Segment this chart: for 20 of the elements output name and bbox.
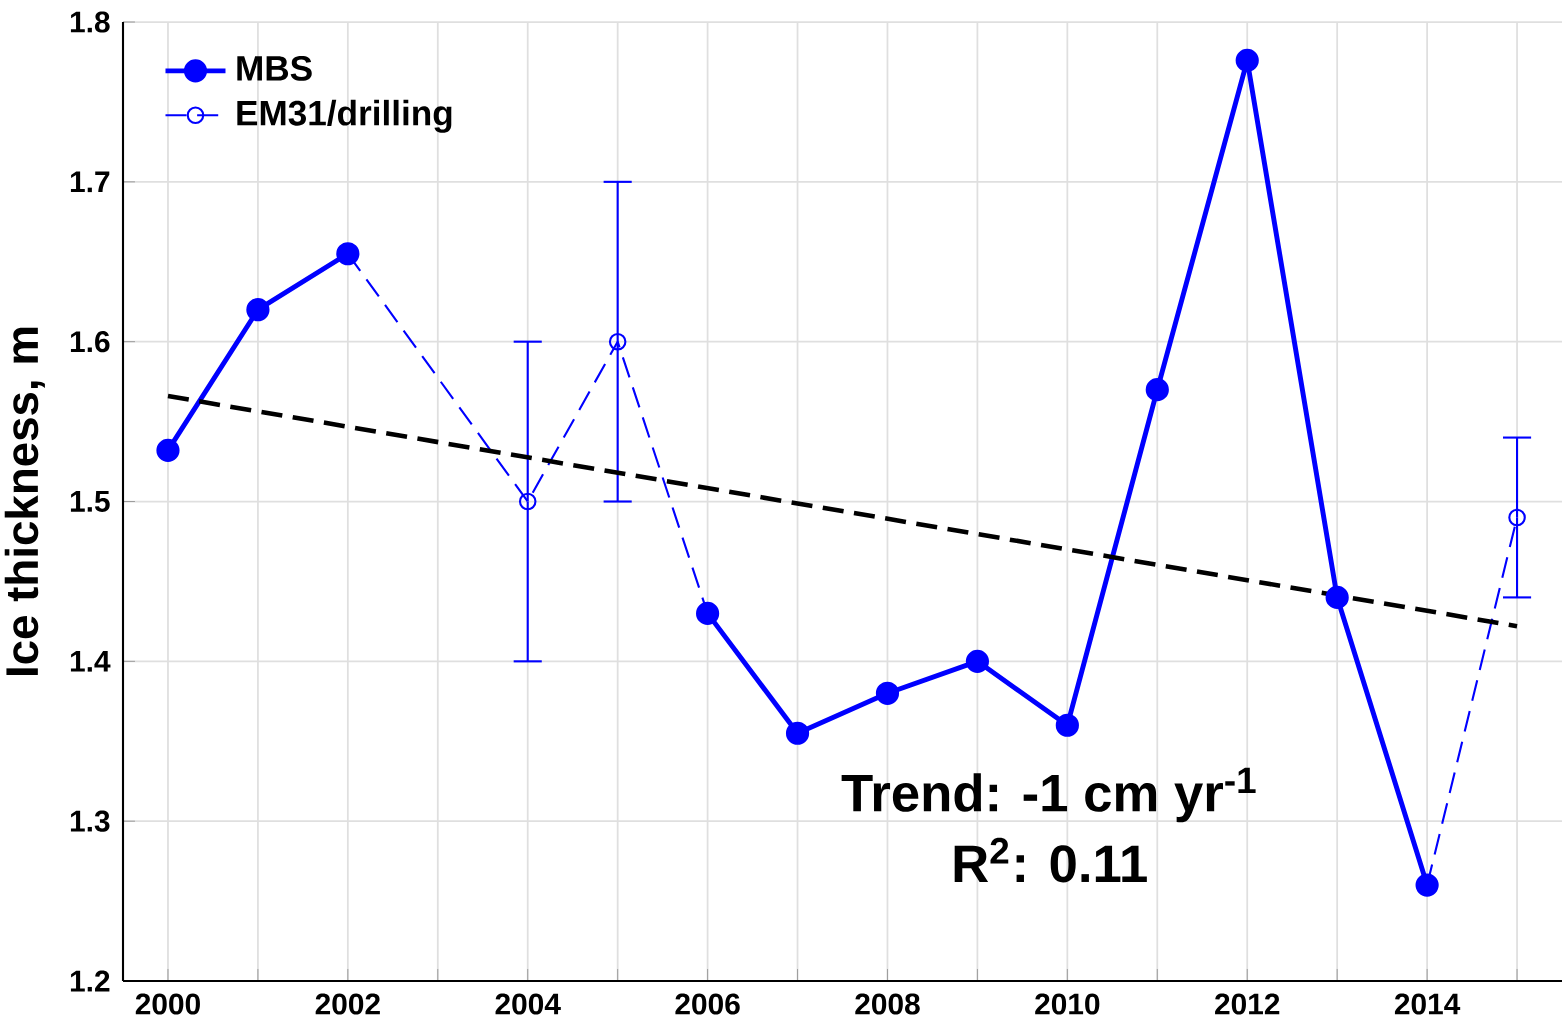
y-tick-label: 1.3 [70, 810, 110, 832]
y-tick-label: 1.2 [70, 970, 110, 992]
legend-label: EM31/drilling [237, 99, 452, 133]
x-tick-label: 2002 [315, 993, 380, 1015]
x-tick-label: 2010 [1035, 993, 1100, 1015]
x-tick-label: 2014 [1394, 993, 1461, 1015]
y-tick-label: 1.8 [70, 11, 110, 33]
y-axis-title: Ice thickness, m [4, 327, 45, 675]
x-tick-label: 2012 [1215, 993, 1280, 1015]
y-tick-label: 1.7 [70, 171, 110, 193]
y-tick-label: 1.6 [70, 331, 110, 353]
y-tick-label: 1.5 [70, 491, 110, 512]
y-tick-label: 1.4 [70, 651, 111, 672]
x-tick-label: 2004 [495, 993, 561, 1015]
text: R$^{2}$: 0.11 [954, 837, 1147, 883]
x-tick-label: 2008 [855, 993, 920, 1015]
legend-label: MBS [237, 55, 312, 81]
x-tick-label: 2000 [135, 993, 200, 1015]
text: Trend: -1 cm yr$^{-1}$ [841, 767, 1256, 823]
x-tick-label: 2006 [675, 993, 740, 1015]
